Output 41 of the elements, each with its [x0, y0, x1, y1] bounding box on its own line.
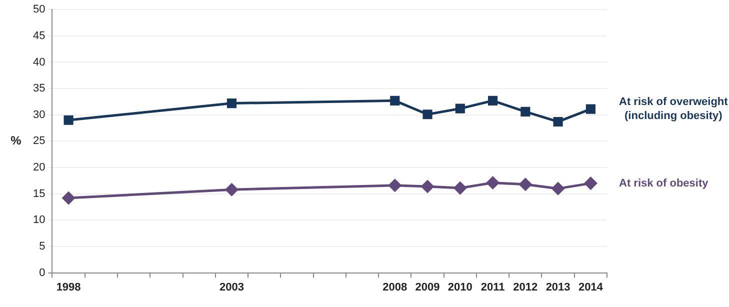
- x-tick-label: 2003: [219, 281, 244, 294]
- point: [553, 116, 563, 127]
- point: [225, 183, 238, 196]
- y-tick-label: 50: [32, 4, 46, 16]
- x-tick-label: 2013: [546, 281, 570, 294]
- point: [454, 182, 466, 194]
- point: [226, 98, 237, 108]
- y-tick-label: 0: [39, 266, 46, 279]
- x-tick-label: 2009: [415, 281, 440, 294]
- point: [584, 177, 597, 190]
- y-axis-title: %: [10, 134, 22, 148]
- point: [520, 106, 530, 117]
- point: [422, 110, 432, 120]
- text: At risk of obesity: [618, 177, 710, 190]
- point: [421, 180, 434, 193]
- y-tick-label: 40: [32, 56, 46, 68]
- point: [64, 115, 74, 125]
- x-tick-label: 2012: [513, 281, 538, 294]
- x-tick-label: 2008: [382, 281, 408, 294]
- point: [455, 104, 465, 114]
- y-tick-label: 45: [32, 30, 46, 42]
- point: [552, 182, 564, 195]
- x-tick-label: 2014: [578, 281, 604, 294]
- point: [519, 178, 532, 191]
- y-tick-label: 5: [39, 240, 46, 253]
- point: [62, 192, 75, 204]
- y-tick-label: 10: [32, 214, 46, 226]
- x-tick-label: 2011: [480, 281, 505, 294]
- x-tick-label: 1998: [56, 281, 81, 294]
- point: [388, 179, 402, 192]
- point: [390, 96, 400, 106]
- point: [486, 176, 500, 190]
- y-tick-label: 20: [32, 162, 46, 174]
- y-tick-label: 30: [32, 108, 46, 121]
- x-tick-label: 2010: [448, 281, 472, 294]
- point: [586, 104, 596, 114]
- text: At risk of overweight (including obesity): [619, 96, 728, 122]
- point: [488, 96, 498, 106]
- y-tick-label: 15: [32, 188, 46, 200]
- y-tick-label: 25: [32, 135, 46, 148]
- y-tick-label: 35: [32, 82, 46, 95]
